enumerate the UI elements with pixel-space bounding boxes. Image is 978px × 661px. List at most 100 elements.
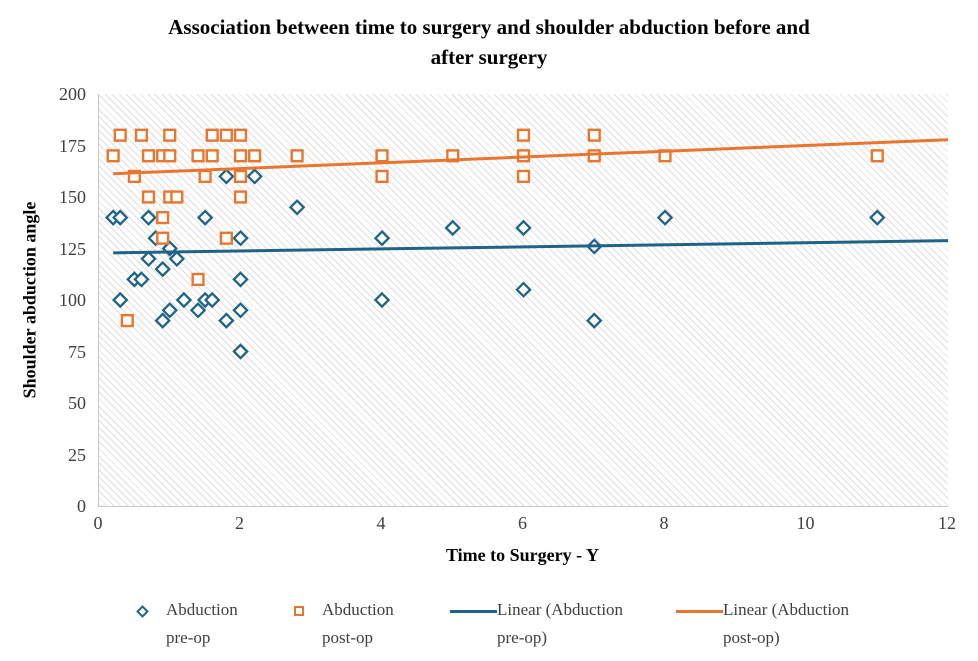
post-op-point	[106, 149, 120, 163]
pre-op-point	[175, 291, 193, 309]
post-op-point	[134, 128, 149, 142]
post-op-point	[587, 128, 601, 142]
post-op-point	[233, 169, 248, 184]
chart-title-line2: after surgery	[430, 45, 548, 69]
y-tick-label: 75	[68, 341, 86, 362]
chart-title-line1: Association between time to surgery and …	[168, 15, 810, 39]
pre-op-point	[168, 250, 186, 268]
pre-op-point	[373, 291, 391, 309]
y-tick-label: 125	[59, 238, 86, 259]
pre-op-point	[203, 291, 221, 309]
post-op-point	[205, 149, 219, 163]
legend-label-linear-pre-op-line2: pre-op)	[497, 628, 548, 647]
x-tick-label: 2	[235, 513, 244, 533]
legend-label-pre-op-line2: pre-op	[166, 628, 211, 647]
pre-op-point	[232, 302, 249, 319]
post-op-point	[141, 190, 156, 204]
x-axis-title: Time to Surgery - Y	[446, 545, 599, 565]
legend-label-linear-post-op: Linear (Abduction post-op)	[723, 596, 849, 652]
post-op-point	[375, 149, 389, 163]
post-op-point	[198, 169, 212, 184]
post-op-point	[191, 149, 205, 163]
pre-op-point	[232, 343, 249, 360]
y-tick-label: 175	[59, 135, 86, 156]
x-tick-label: 6	[518, 513, 527, 533]
plot-area	[98, 94, 949, 507]
y-tick-label: 150	[59, 187, 86, 207]
legend-marker-linear-pre-op-line-icon	[450, 610, 497, 613]
post-op-point	[191, 272, 205, 287]
post-op-point	[233, 190, 248, 204]
x-tick-label: 12	[938, 513, 956, 533]
y-tick-label: 0	[77, 496, 86, 516]
post-op-point	[141, 149, 156, 163]
legend-label-post-op-line2: post-op	[322, 628, 373, 647]
plot-svg	[104, 128, 949, 360]
pre-op-point	[656, 209, 674, 226]
legend-label-post-op-line1: Abduction	[322, 600, 394, 619]
legend-label-pre-op-line1: Abduction	[166, 600, 238, 619]
legend-label-linear-post-op-line2: post-op)	[723, 628, 780, 647]
legend-label-linear-post-op-line1: Linear (Abduction	[723, 600, 850, 619]
pre-op-point	[869, 209, 886, 226]
post-op-point	[156, 210, 170, 225]
post-op-point	[516, 169, 531, 184]
post-op-point	[248, 149, 262, 163]
x-tick-label: 4	[376, 513, 386, 533]
pre-op-point	[515, 281, 532, 298]
post-op-point	[163, 149, 177, 163]
x-tick-label: 0	[93, 513, 103, 533]
x-tick-label: 8	[659, 513, 669, 533]
trendline-pre-op	[113, 239, 949, 255]
pre-op-point	[232, 271, 249, 288]
pre-op-point	[232, 229, 249, 247]
pre-op-point	[196, 209, 214, 226]
y-tick-label: 200	[59, 84, 86, 104]
post-op-point	[156, 231, 170, 245]
pre-op-point	[515, 219, 532, 237]
legend-marker-post-op-square-icon	[294, 606, 304, 616]
post-op-point	[127, 169, 141, 184]
post-op-point	[219, 128, 233, 142]
post-op-point	[587, 149, 601, 163]
pre-op-point	[218, 312, 235, 329]
pre-op-point	[154, 260, 171, 278]
post-op-point	[870, 149, 884, 163]
y-tick-label: 25	[68, 444, 86, 465]
x-tick-label: 10	[796, 513, 815, 533]
pre-op-point	[154, 312, 171, 329]
pre-op-point	[140, 250, 157, 268]
post-op-point	[233, 128, 248, 142]
legend-label-linear-pre-op-line1: Linear (Abduction	[497, 600, 624, 619]
pre-op-point	[111, 209, 129, 226]
legend-marker-pre-op-diamond-icon	[136, 605, 149, 618]
post-op-point	[233, 149, 248, 163]
pre-op-point	[189, 302, 207, 319]
pre-op-point	[246, 168, 263, 185]
post-op-point	[290, 149, 304, 163]
post-op-point	[120, 313, 134, 328]
legend-label-pre-op: Abduction pre-op	[166, 596, 238, 652]
pre-op-point	[140, 209, 157, 226]
pre-op-point	[288, 199, 306, 216]
post-op-point	[219, 231, 233, 245]
pre-op-point	[444, 219, 461, 237]
y-tick-label: 100	[59, 290, 86, 310]
legend-label-post-op: Abduction post-op	[322, 596, 394, 652]
post-op-point	[205, 128, 219, 142]
pre-op-point	[218, 168, 235, 185]
post-op-point	[163, 128, 177, 142]
post-op-point	[113, 128, 127, 142]
post-op-point	[375, 169, 389, 184]
legend-marker-linear-post-op-line-icon	[676, 610, 723, 613]
post-op-point	[516, 128, 531, 142]
legend-label-linear-pre-op: Linear (Abduction pre-op)	[497, 596, 623, 652]
pre-op-point	[586, 312, 603, 329]
pre-op-point	[373, 229, 391, 247]
trendline-post-op	[113, 138, 949, 176]
post-op-point	[170, 190, 184, 204]
chart-title: Association between time to surgery and …	[0, 12, 978, 72]
pre-op-point	[111, 291, 129, 309]
pre-op-point	[161, 302, 178, 319]
